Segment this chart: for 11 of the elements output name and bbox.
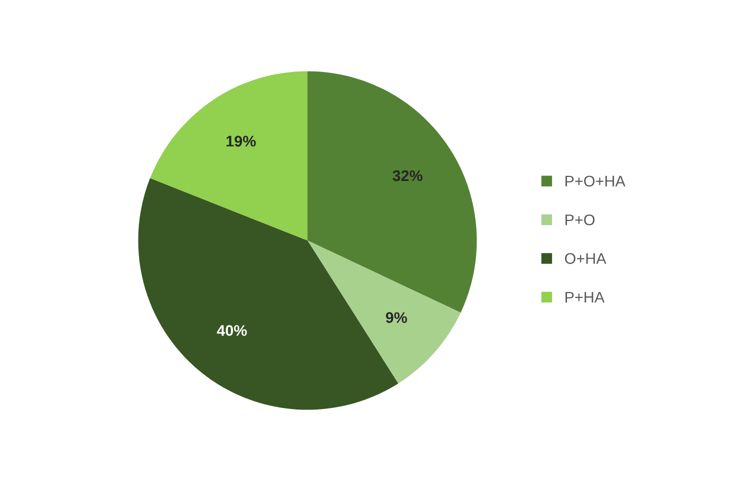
data-label: 40%	[216, 325, 247, 336]
pie-slice	[308, 240, 461, 384]
pie-slice	[308, 71, 477, 313]
legend-label: O+HA	[564, 253, 606, 264]
legend-label: P+HA	[566, 292, 605, 302]
data-label: 19%	[226, 136, 256, 147]
legend-label: P+O	[566, 214, 595, 226]
data-label: 32%	[392, 170, 422, 182]
data-label: 9%	[386, 312, 408, 323]
pie-slice	[150, 71, 308, 240]
legend-label: P+O+HA	[566, 176, 626, 187]
